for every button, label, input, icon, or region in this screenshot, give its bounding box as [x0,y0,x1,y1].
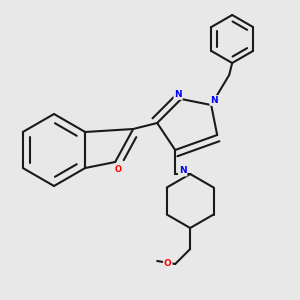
Text: O: O [164,260,172,268]
Text: N: N [210,96,218,105]
Text: O: O [115,165,122,174]
Text: N: N [179,167,187,176]
Text: N: N [174,90,182,99]
